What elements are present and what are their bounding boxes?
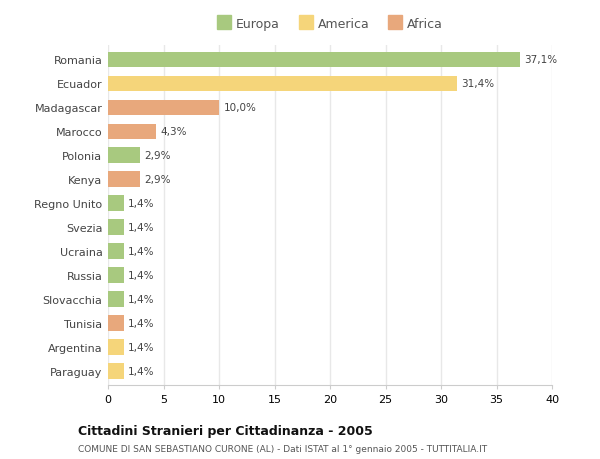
Text: 1,4%: 1,4% <box>128 270 154 280</box>
Text: 1,4%: 1,4% <box>128 223 154 233</box>
Legend: Europa, America, Africa: Europa, America, Africa <box>212 13 448 36</box>
Text: 1,4%: 1,4% <box>128 246 154 257</box>
Bar <box>108 244 124 259</box>
Text: 10,0%: 10,0% <box>223 103 256 113</box>
Text: 37,1%: 37,1% <box>524 55 557 65</box>
Text: 1,4%: 1,4% <box>128 366 154 376</box>
Bar <box>108 196 124 212</box>
Text: 4,3%: 4,3% <box>160 127 187 137</box>
Bar <box>108 76 457 92</box>
Text: 2,9%: 2,9% <box>145 151 171 161</box>
Bar <box>108 220 124 235</box>
Bar <box>108 172 140 188</box>
Bar <box>108 52 520 68</box>
Bar <box>108 291 124 307</box>
Text: 1,4%: 1,4% <box>128 342 154 352</box>
Bar <box>108 124 156 140</box>
Text: 1,4%: 1,4% <box>128 199 154 209</box>
Text: 1,4%: 1,4% <box>128 295 154 304</box>
Bar <box>108 101 219 116</box>
Text: Cittadini Stranieri per Cittadinanza - 2005: Cittadini Stranieri per Cittadinanza - 2… <box>78 424 373 437</box>
Bar <box>108 148 140 164</box>
Bar <box>108 340 124 355</box>
Bar <box>108 268 124 283</box>
Bar <box>108 364 124 379</box>
Text: COMUNE DI SAN SEBASTIANO CURONE (AL) - Dati ISTAT al 1° gennaio 2005 - TUTTITALI: COMUNE DI SAN SEBASTIANO CURONE (AL) - D… <box>78 444 487 453</box>
Text: 1,4%: 1,4% <box>128 319 154 328</box>
Text: 2,9%: 2,9% <box>145 175 171 185</box>
Text: 31,4%: 31,4% <box>461 79 494 89</box>
Bar <box>108 316 124 331</box>
